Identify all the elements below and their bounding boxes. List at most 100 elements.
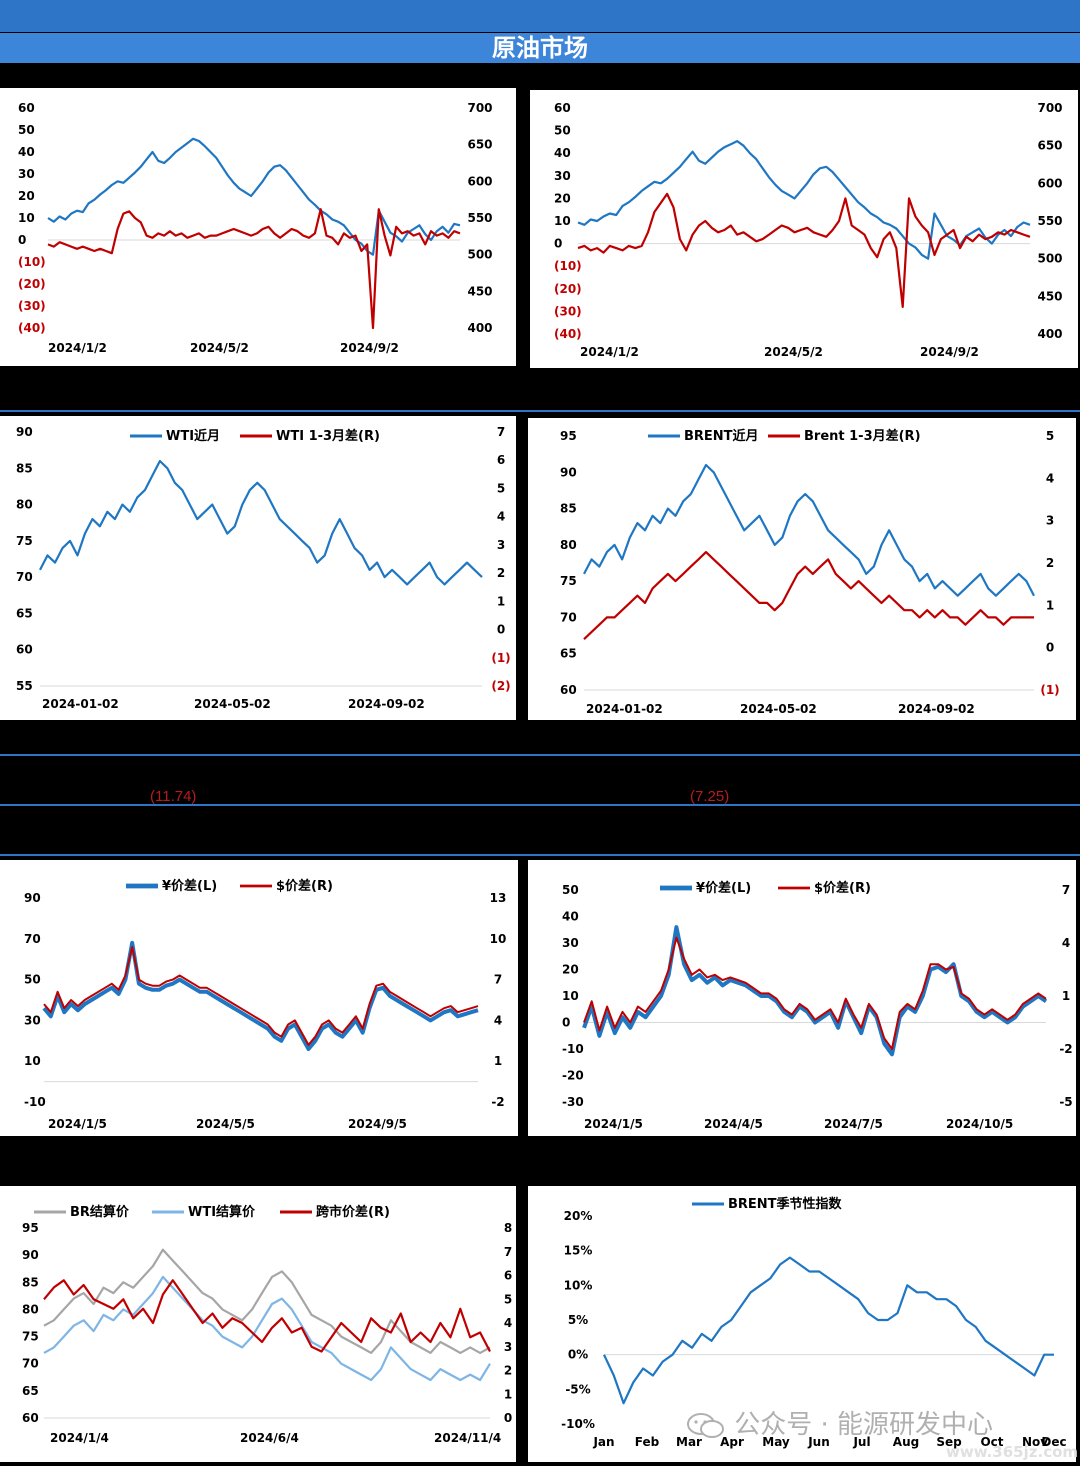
y-left-tick-label: 15%: [564, 1244, 593, 1258]
y-right-tick-label: 3: [504, 1340, 512, 1354]
y-right-tick-label: 0: [504, 1411, 512, 1425]
series-line-1: [43, 1248, 491, 1354]
series-line-1: [583, 463, 1035, 597]
y-left-tick-label: 20: [18, 189, 35, 203]
x-tick-label: Mar: [676, 1435, 702, 1449]
x-tick-label: 2024/1/5: [48, 1117, 107, 1131]
y-left-tick-label: 60: [16, 643, 33, 657]
y-left-tick-label: 95: [560, 429, 577, 443]
chart-3: 908580757065605576543210(1)(2)2024-01-02…: [16, 425, 511, 711]
y-left-tick-label: 20%: [564, 1209, 593, 1223]
x-tick-label: 2024-05-02: [740, 702, 817, 716]
x-tick-label: Jul: [852, 1435, 870, 1449]
x-tick-label: Jun: [807, 1435, 830, 1449]
y-left-tick-label: (40): [18, 321, 46, 335]
y-right-tick-label: -2: [491, 1095, 504, 1109]
y-left-tick-label: 60: [22, 1411, 39, 1425]
chart-panel-6: 50 40 30 20 10 0 -10 -20 -30 7 4 1 -2 -5 2024/1/5 2024/…: [528, 860, 1076, 1136]
x-tick-label: 2024/9/2: [920, 345, 979, 359]
y-right-tick-label: 7: [504, 1245, 512, 1259]
y-left-tick-label: 5%: [568, 1313, 588, 1327]
series-line-1: [39, 459, 483, 586]
y-right-tick-label: (1): [1040, 683, 1059, 697]
legend-entry: $价差(R): [276, 878, 333, 894]
divider-2: [0, 754, 1080, 756]
legend-entry: ¥价差(L): [696, 880, 751, 896]
y-left-tick-label: 75: [22, 1330, 39, 1344]
y-right-tick-label: 4: [497, 510, 505, 524]
y-left-tick-label: (20): [554, 282, 582, 296]
y-right-tick-label: 6: [497, 453, 505, 467]
y-left-tick-label: 90: [560, 465, 577, 479]
y-right-tick-label: 700: [467, 101, 492, 115]
series-line-2: [47, 208, 461, 330]
chart-6: 50 40 30 20 10 0 -10 -20 -30 7 4 1 -2 -5 2024/1/5 2024/…: [562, 880, 1073, 1131]
y-right-tick-label: 650: [467, 138, 492, 152]
y-right-tick-label: 550: [1037, 214, 1062, 228]
chart-panel-8: 20% 15% 10% 5% 0% -5% -10% Jan Feb Mar Apr May Jun Ju…: [528, 1186, 1076, 1462]
y-left-tick-label: 10: [24, 1054, 41, 1068]
y-right-tick-label: 1: [1062, 989, 1070, 1003]
y-right-tick-label: 400: [467, 321, 492, 335]
y-right-tick-label: 1: [497, 594, 505, 608]
x-tick-label: Feb: [635, 1435, 660, 1449]
note-right: (7.25): [690, 788, 730, 805]
chart-panel-5: 90 70 50 30 10 -10 13 10 7 4 1 -2 2024/1/5 2024/5/5 20…: [0, 860, 518, 1136]
y-left-tick-label: (30): [18, 299, 46, 313]
legend-entry: BRENT近月: [684, 428, 759, 444]
x-tick-label: 2024/1/2: [48, 341, 107, 355]
y-right-tick-label: 500: [467, 248, 492, 262]
y-right-tick-label: 7: [494, 973, 502, 987]
y-right-tick-label: 7: [1062, 883, 1070, 897]
y-right-tick-label: 1: [494, 1054, 502, 1068]
y-right-tick-label: 2: [504, 1364, 512, 1378]
y-right-tick-label: 2: [497, 566, 505, 580]
legend-entry: WTI 1-3月差(R): [276, 428, 380, 444]
y-left-tick-label: 90: [24, 891, 41, 905]
legend-entry: 跨市价差(R): [316, 1204, 390, 1220]
y-right-tick-label: 400: [1037, 327, 1062, 341]
x-tick-label: Apr: [720, 1435, 744, 1449]
y-left-tick-label: 40: [18, 145, 35, 159]
y-left-tick-label: 0: [18, 233, 26, 247]
watermark-text: 公众号 · 能源研发中心: [734, 1410, 994, 1440]
x-tick-label: 2024/6/4: [240, 1431, 299, 1445]
y-left-tick-label: 85: [560, 502, 577, 516]
x-tick-label: 2024-09-02: [898, 702, 975, 716]
x-tick-label: 2024/1/4: [50, 1431, 109, 1445]
y-left-tick-label: 20: [562, 963, 579, 977]
y-right-tick-label: 4: [504, 1316, 512, 1330]
y-left-tick-label: 20: [554, 191, 571, 205]
y-left-tick-label: 65: [560, 647, 577, 661]
y-right-tick-label: 5: [497, 481, 505, 495]
chart-4: 95 90 85 80 75 70 65 60 5 4 3 2 1 0 (1) 2024-01-02 2024-…: [560, 428, 1060, 716]
y-right-tick-label: 0: [1046, 641, 1054, 655]
chart-panel-1: 60 50 40 30 20 10 0 (10) (20) (30) (40) 700 650 600 55…: [0, 88, 516, 366]
y-right-tick-label: -5: [1059, 1095, 1072, 1109]
y-left-tick-label: 60: [560, 683, 577, 697]
top-banner: [0, 0, 1080, 32]
y-right-tick-label: 10: [490, 932, 507, 946]
y-left-tick-label: -20: [562, 1069, 584, 1083]
y-left-tick-label: 40: [554, 146, 571, 160]
divider-4: [0, 854, 1080, 856]
y-left-tick-label: 50: [554, 124, 571, 138]
y-right-tick-label: 2: [1046, 556, 1054, 570]
x-tick-label: Dec: [1041, 1435, 1066, 1449]
y-left-tick-label: 30: [24, 1013, 41, 1027]
y-right-tick-label: 7: [497, 425, 505, 439]
y-left-tick-label: -30: [562, 1095, 584, 1109]
legend-entry: WTI结算价: [188, 1204, 256, 1220]
y-left-tick-label: 70: [24, 932, 41, 946]
y-left-tick-label: -10: [24, 1095, 46, 1109]
y-right-tick-label: 13: [490, 891, 507, 905]
y-left-tick-label: 0%: [568, 1348, 588, 1362]
x-tick-label: 2024/1/5: [584, 1117, 643, 1131]
y-left-tick-label: (10): [18, 255, 46, 269]
legend-entry: BRENT季节性指数: [728, 1196, 843, 1212]
x-tick-label: 2024/5/5: [196, 1117, 255, 1131]
x-tick-label: 2024/4/5: [704, 1117, 763, 1131]
y-left-tick-label: 80: [560, 538, 577, 552]
y-left-tick-label: (30): [554, 304, 582, 318]
